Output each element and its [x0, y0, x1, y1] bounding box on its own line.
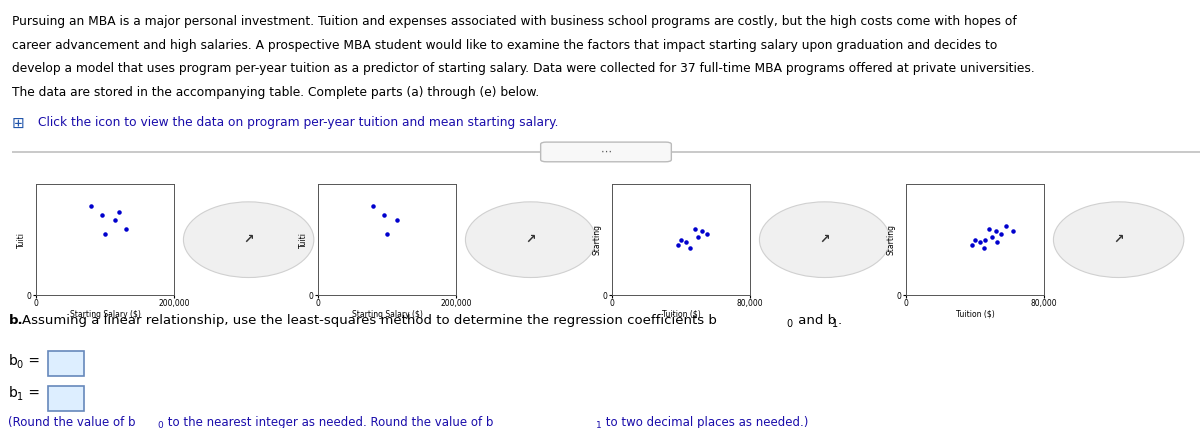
- Text: ↗: ↗: [1114, 233, 1124, 246]
- Text: b: b: [8, 354, 17, 368]
- Point: [689, 233, 708, 240]
- Text: 1: 1: [596, 421, 602, 428]
- FancyBboxPatch shape: [48, 386, 84, 410]
- Y-axis label: Tuiti: Tuiti: [299, 232, 307, 248]
- Text: 0: 0: [157, 421, 163, 428]
- Y-axis label: Starting: Starting: [887, 224, 895, 255]
- X-axis label: Starting Salary ($): Starting Salary ($): [352, 310, 422, 319]
- Point: [374, 212, 394, 219]
- Point: [991, 231, 1010, 238]
- Point: [965, 236, 984, 243]
- Point: [364, 203, 383, 210]
- Text: to two decimal places as needed.): to two decimal places as needed.): [602, 416, 809, 428]
- Point: [388, 216, 407, 223]
- Point: [962, 242, 982, 249]
- Text: ↗: ↗: [526, 233, 536, 246]
- Point: [96, 231, 115, 238]
- Text: 0: 0: [17, 360, 23, 370]
- FancyBboxPatch shape: [541, 142, 671, 162]
- Point: [971, 239, 990, 246]
- Point: [92, 212, 112, 219]
- Text: 1: 1: [832, 319, 838, 329]
- Y-axis label: Starting: Starting: [593, 224, 601, 255]
- Y-axis label: Tuiti: Tuiti: [17, 232, 25, 248]
- Text: ⊞: ⊞: [12, 116, 25, 131]
- Point: [974, 245, 994, 252]
- Text: Click the icon to view the data on program per-year tuition and mean starting sa: Click the icon to view the data on progr…: [38, 116, 559, 128]
- Text: Pursuing an MBA is a major personal investment. Tuition and expenses associated : Pursuing an MBA is a major personal inve…: [12, 15, 1016, 28]
- Text: b: b: [8, 386, 17, 400]
- Text: ↗: ↗: [820, 233, 830, 246]
- Text: Assuming a linear relationship, use the least-squares method to determine the re: Assuming a linear relationship, use the …: [22, 314, 716, 327]
- Point: [983, 233, 1002, 240]
- Text: 1: 1: [17, 392, 23, 402]
- Ellipse shape: [1054, 202, 1184, 277]
- Point: [692, 228, 712, 235]
- Text: and b: and b: [794, 314, 836, 327]
- Point: [680, 245, 700, 252]
- Point: [1003, 228, 1022, 235]
- Text: 0: 0: [786, 319, 792, 329]
- Point: [697, 231, 716, 238]
- Point: [996, 223, 1015, 229]
- FancyBboxPatch shape: [48, 351, 84, 376]
- Point: [672, 236, 691, 243]
- Ellipse shape: [184, 202, 314, 277]
- Point: [668, 242, 688, 249]
- Ellipse shape: [466, 202, 596, 277]
- Point: [677, 239, 696, 246]
- Text: (Round the value of b: (Round the value of b: [8, 416, 136, 428]
- Text: to the nearest integer as needed. Round the value of b: to the nearest integer as needed. Round …: [164, 416, 493, 428]
- Text: ↗: ↗: [244, 233, 254, 246]
- Ellipse shape: [760, 202, 890, 277]
- X-axis label: Tuition ($): Tuition ($): [955, 310, 995, 319]
- Point: [106, 216, 125, 223]
- Text: =: =: [24, 386, 40, 400]
- Text: b.: b.: [8, 314, 23, 327]
- Text: .: .: [838, 314, 841, 327]
- Point: [82, 203, 101, 210]
- Point: [377, 231, 396, 238]
- Point: [986, 228, 1006, 235]
- Text: =: =: [24, 354, 40, 368]
- Point: [109, 208, 128, 215]
- Point: [976, 236, 995, 243]
- Text: The data are stored in the accompanying table. Complete parts (a) through (e) be: The data are stored in the accompanying …: [12, 86, 539, 98]
- X-axis label: Tuition ($): Tuition ($): [661, 310, 701, 319]
- Text: develop a model that uses program per-year tuition as a predictor of starting sa: develop a model that uses program per-ye…: [12, 62, 1034, 75]
- Point: [116, 225, 136, 232]
- Point: [685, 225, 704, 232]
- Text: career advancement and high salaries. A prospective MBA student would like to ex: career advancement and high salaries. A …: [12, 39, 997, 51]
- X-axis label: Starting Salary ($): Starting Salary ($): [70, 310, 140, 319]
- Point: [988, 239, 1007, 246]
- Point: [979, 225, 998, 232]
- Text: ⋯: ⋯: [600, 147, 612, 157]
